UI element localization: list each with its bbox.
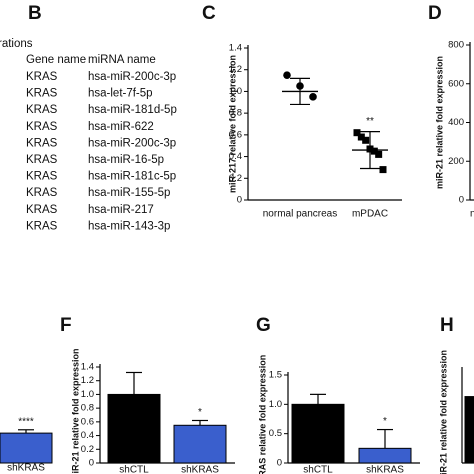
- y-tick-label: 1.0: [269, 399, 282, 410]
- y-tick-label: 0: [89, 458, 94, 469]
- y-tick-label: 0.2: [81, 444, 94, 455]
- table-cell: KRAS: [26, 137, 58, 149]
- x-tick-label: normal pancreas: [263, 209, 337, 220]
- panel-letter: C: [202, 3, 216, 24]
- table-header: Gene name: [26, 54, 86, 66]
- y-tick-label: 0.4: [229, 151, 242, 162]
- y-tick-label: 1.4: [81, 362, 94, 373]
- x-tick-label: mPDAC: [352, 209, 388, 220]
- table-cell: hsa-miR-155-5p: [88, 187, 170, 199]
- y-tick-label: 0.5: [269, 428, 282, 439]
- table-cell: KRAS: [26, 220, 58, 232]
- y-tick-label: 1.2: [81, 375, 94, 386]
- y-tick-label: 0.2: [229, 173, 242, 184]
- table-cell: hsa-miR-181d-5p: [88, 104, 177, 116]
- y-tick-label: 0: [237, 195, 242, 206]
- x-tick-label: shCTL: [119, 465, 149, 474]
- y-tick-label: 800: [448, 40, 464, 51]
- y-tick-label: 1.0: [81, 389, 94, 400]
- point: [362, 136, 370, 144]
- significance: ****: [18, 416, 34, 427]
- significance: **: [366, 116, 374, 127]
- x-tick-label: norm: [470, 209, 474, 220]
- point: [379, 166, 387, 174]
- table-cell: KRAS: [26, 187, 58, 199]
- table-header: miRNA name: [88, 54, 156, 66]
- y-tick-label: 0.4: [81, 430, 94, 441]
- bar: [358, 447, 412, 464]
- bar: [464, 396, 474, 464]
- panel-letter: B: [28, 3, 42, 24]
- point: [370, 147, 378, 155]
- y-tick-label: 400: [448, 117, 464, 128]
- table-cell: hsa-miR-200c-3p: [88, 137, 176, 149]
- panel-letter: H: [440, 315, 454, 336]
- y-tick-label: 0.6: [229, 129, 242, 140]
- table-caption: rations: [0, 38, 33, 50]
- y-tick-label: 1.0: [229, 86, 242, 97]
- y-tick-label: 1.4: [229, 43, 242, 54]
- point: [283, 71, 291, 79]
- table-cell: KRAS: [26, 121, 58, 133]
- bar: [0, 432, 53, 464]
- bar: [291, 403, 345, 464]
- significance: *: [198, 407, 202, 418]
- bar: [107, 393, 161, 464]
- table-cell: KRAS: [26, 154, 58, 166]
- y-tick-label: 0.6: [81, 416, 94, 427]
- bar: [173, 424, 227, 464]
- table-cell: hsa-let-7f-5p: [88, 88, 153, 100]
- panel-letter: G: [256, 315, 271, 336]
- point: [309, 93, 317, 101]
- table-cell: hsa-miR-622: [88, 121, 154, 133]
- x-tick-label: shKRAS: [366, 465, 404, 474]
- point: [357, 133, 365, 141]
- table-cell: hsa-miR-181c-5p: [88, 171, 176, 183]
- table-cell: KRAS: [26, 204, 58, 216]
- table-cell: hsa-miR-217: [88, 204, 154, 216]
- y-axis-label: miR-21 relative fold expression: [434, 56, 444, 189]
- point: [375, 150, 383, 158]
- table-cell: KRAS: [26, 71, 58, 83]
- x-tick-label: shKRAS: [181, 465, 219, 474]
- table-cell: KRAS: [26, 171, 58, 183]
- y-tick-label: 1.5: [269, 370, 282, 381]
- table-cell: hsa-miR-143-3p: [88, 220, 170, 232]
- y-tick-label: 600: [448, 78, 464, 89]
- table-cell: KRAS: [26, 104, 58, 116]
- y-axis-label: KRAS relative fold expression: [257, 355, 267, 474]
- y-axis-label: miR-21 relative fold expression: [70, 348, 80, 474]
- y-tick-label: 0: [459, 195, 464, 206]
- panel-letter: F: [60, 315, 72, 336]
- point: [353, 129, 361, 137]
- panel-letter: D: [428, 3, 442, 24]
- y-tick-label: 200: [448, 156, 464, 167]
- table-cell: KRAS: [26, 88, 58, 100]
- y-tick-label: 0.8: [229, 108, 242, 119]
- significance: *: [383, 416, 387, 427]
- x-tick-label: shKRAS: [7, 463, 45, 474]
- y-tick-label: 0: [277, 458, 282, 469]
- y-axis-label: miR-217 relative fold expression: [227, 55, 237, 193]
- table-cell: hsa-miR-16-5p: [88, 154, 164, 166]
- table-cell: hsa-miR-200c-3p: [88, 71, 176, 83]
- y-axis-label: miR-21 relative fold expression: [438, 350, 448, 474]
- y-tick-label: 0.8: [81, 403, 94, 414]
- y-tick-label: 1.2: [229, 64, 242, 75]
- x-tick-label: shCTL: [303, 465, 333, 474]
